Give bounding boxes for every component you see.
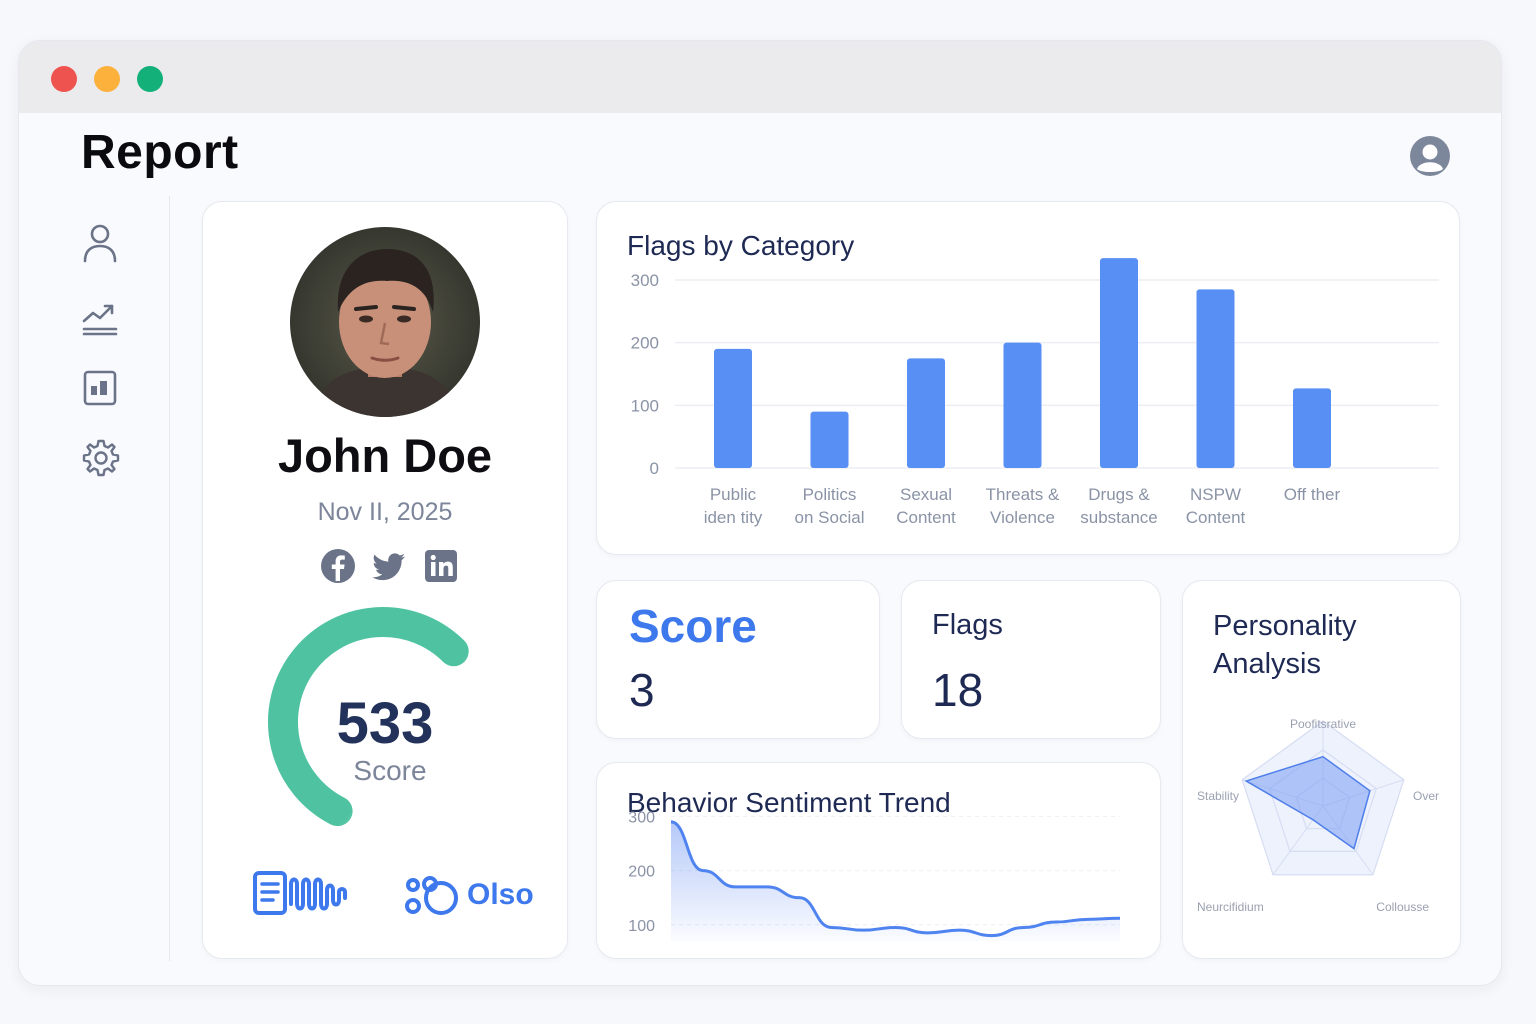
trend-line [670, 820, 1121, 938]
radar-axis-label: Poofitsrative [1290, 717, 1356, 731]
page-title: Report [81, 126, 239, 179]
score-card-value: 3 [629, 664, 655, 716]
bar-6[interactable] [1293, 388, 1331, 468]
flags-card: Flags 18 [901, 580, 1161, 739]
personality-analysis-card: Personality Analysis Poofitsrative Over Co… [1182, 580, 1461, 959]
sidebar-divider [169, 196, 170, 961]
bar-category-label: on Social [795, 508, 865, 527]
trend-y-tick-label: 300 [628, 809, 655, 826]
personality-title-line1: Personality [1213, 610, 1357, 642]
waveform-report-logo [253, 871, 347, 915]
score-gauge-arc [268, 607, 469, 827]
profile-card: John Doe Nov II, 2025 533 [202, 201, 568, 959]
radar-axis-label: Over [1413, 789, 1439, 803]
maximize-window-button[interactable] [137, 66, 163, 92]
close-window-button[interactable] [51, 66, 77, 92]
bar-y-tick-label: 200 [631, 334, 659, 353]
radar-value-shape [1244, 755, 1371, 850]
personality-radar-chart: Poofitsrative Over Collousse Neurcifidium St… [1197, 717, 1439, 914]
title-bar [19, 41, 1501, 113]
bar-category-label: Public [710, 485, 757, 504]
bar-category-label: Politics [803, 485, 857, 504]
trend-y-tick-label: 100 [628, 918, 655, 935]
score-card: Score 3 [596, 580, 880, 739]
bar-category-label: Drugs & [1088, 485, 1150, 504]
bar-y-tick-label: 300 [631, 271, 659, 290]
score-card-title: Score [629, 600, 757, 652]
bar-4[interactable] [1100, 258, 1138, 468]
flags-chart-title: Flags by Category [627, 230, 855, 261]
personality-title: Personality Analysis [1213, 607, 1443, 683]
personality-title-line2: Analysis [1213, 648, 1321, 680]
trend-y-tick-label: 200 [628, 864, 655, 881]
flags-bar-chart: 300 200 100 0 Public iden tity Politics on Soci… [631, 258, 1439, 527]
radar-axis-label: Neurcifidium [1197, 900, 1264, 914]
bar-3[interactable] [1003, 342, 1042, 468]
user-circle-icon[interactable] [1409, 135, 1451, 177]
bar-category-label: Content [1186, 508, 1246, 527]
user-icon[interactable] [79, 221, 121, 263]
minimize-window-button[interactable] [94, 66, 120, 92]
flags-card-title: Flags [932, 609, 1003, 641]
profile-photo [290, 227, 480, 417]
bar-category-label: iden tity [704, 508, 763, 527]
profile-date: Nov II, 2025 [317, 498, 453, 526]
flags-by-category-card: Flags by Category 300 200 100 0 Public iden t… [596, 201, 1460, 555]
gear-icon[interactable] [79, 437, 121, 479]
bar-category-label: Sexual [900, 485, 952, 504]
radar-axis-label: Stability [1197, 789, 1239, 803]
radar-axis-label: Collousse [1376, 900, 1429, 914]
app-window: Report [18, 40, 1502, 986]
bar-0[interactable] [714, 348, 752, 468]
flags-card-value: 18 [932, 664, 984, 716]
bar-5[interactable] [1196, 289, 1235, 468]
bar-y-tick-label: 100 [631, 396, 659, 415]
bar-1[interactable] [810, 411, 849, 468]
bar-category-label: NSPW [1190, 485, 1241, 504]
bar-category-label: substance [1080, 508, 1158, 527]
facebook-icon[interactable] [320, 548, 356, 584]
linkedin-icon[interactable] [423, 548, 459, 584]
bar-category-label: Content [896, 508, 956, 527]
trend-chart-icon[interactable] [79, 297, 121, 339]
profile-name: John Doe [277, 429, 493, 482]
bar-category-label: Off ther [1284, 485, 1341, 504]
olso-logo-text: Olso [467, 878, 534, 911]
score-gauge-value: 533 [336, 691, 434, 756]
olso-logo-icon [405, 876, 458, 915]
score-gauge [268, 607, 469, 827]
behavior-sentiment-card: Behavior Sentiment Trend 300 200 100 [596, 762, 1161, 959]
bar-category-label: Threats & [986, 485, 1060, 504]
sentiment-area-chart: 300 200 100 [628, 809, 1121, 941]
bar-2[interactable] [907, 358, 945, 468]
trend-area [671, 821, 1120, 941]
dashboard-icon[interactable] [79, 367, 121, 409]
bar-category-label: Violence [990, 508, 1055, 527]
score-gauge-label: Score [353, 755, 427, 786]
bar-y-tick-label: 0 [650, 459, 659, 478]
twitter-icon[interactable] [371, 548, 407, 584]
sentiment-chart-title: Behavior Sentiment Trend [627, 787, 951, 818]
